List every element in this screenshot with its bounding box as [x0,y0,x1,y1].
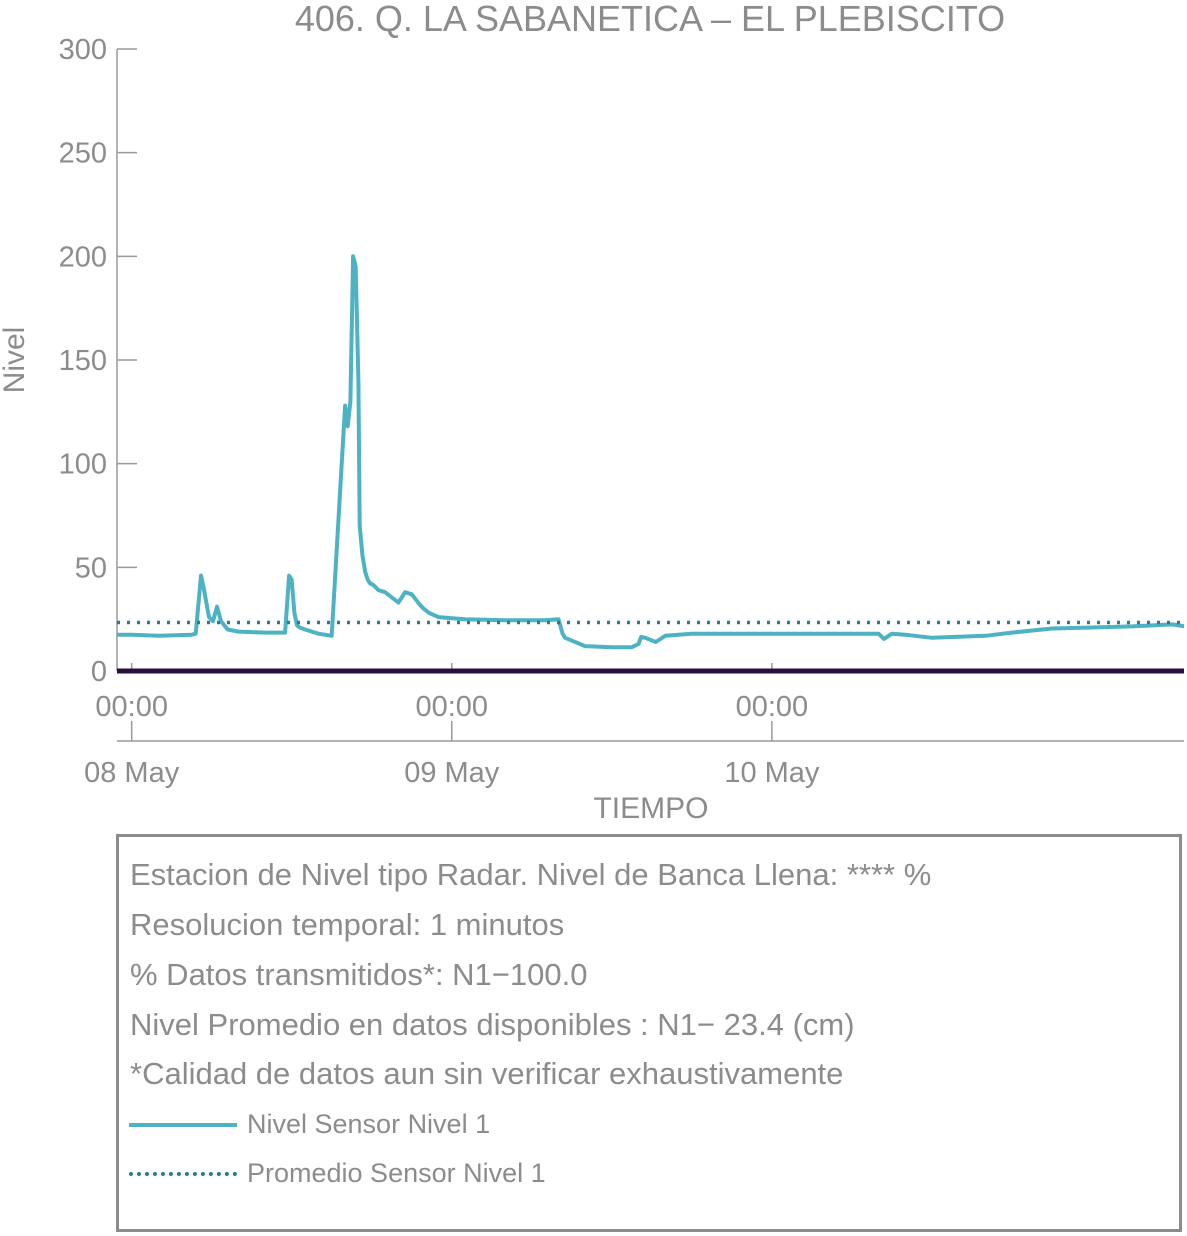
chart-title: 406. Q. LA SABANETICA – EL PLEBISCITO [295,0,1005,39]
x-tick-date-label-0: 08 May [84,757,180,789]
y-tick-label-300: 300 [59,34,107,66]
data-quality-note: *Calidad de datos aun sin verificar exha… [130,1056,844,1091]
x-tick-date-label-1: 09 May [404,757,500,789]
y-tick-label-150: 150 [59,345,107,377]
level-chart: 406. Q. LA SABANETICA – EL PLEBISCITO Ni… [0,0,1184,825]
series-line-level [117,254,1184,650]
legend-label-level: Nivel Sensor Nivel 1 [247,1109,491,1139]
x-tick-date-label-2: 10 May [724,757,820,789]
y-axis: 0 50 100 150 200 250 300 [59,34,137,688]
y-axis-label: Nivel [0,327,31,394]
temporal-resolution-text: Resolucion temporal: 1 minutos [130,907,565,942]
x-tick-time-label-0: 00:00 [95,691,168,723]
y-tick-label-0: 0 [91,656,107,688]
station-type-text: Estacion de Nivel tipo Radar. Nivel de B… [130,857,932,892]
transmitted-data-text: % Datos transmitidos*: N1−100.0 [130,957,588,992]
average-level-text: Nivel Promedio en datos disponibles : N1… [130,1007,855,1042]
x-axis-label: TIEMPO [593,792,708,825]
dotted-line-swatch-icon [129,1172,237,1176]
plot-area [117,254,1184,674]
info-box: Estacion de Nivel tipo Radar. Nivel de B… [116,834,1182,1232]
y-tick-label-50: 50 [75,552,107,584]
y-tick-label-250: 250 [59,138,107,170]
x-axis: 00:00 08 May 00:00 09 May 00:00 10 May [84,663,1184,789]
x-tick-time-label-2: 00:00 [736,691,809,723]
legend-label-average: Promedio Sensor Nivel 1 [247,1158,546,1188]
x-tick-time-label-1: 00:00 [415,691,488,723]
solid-line-swatch-icon [129,1123,237,1127]
y-tick-label-200: 200 [59,241,107,273]
y-tick-label-100: 100 [59,449,107,481]
